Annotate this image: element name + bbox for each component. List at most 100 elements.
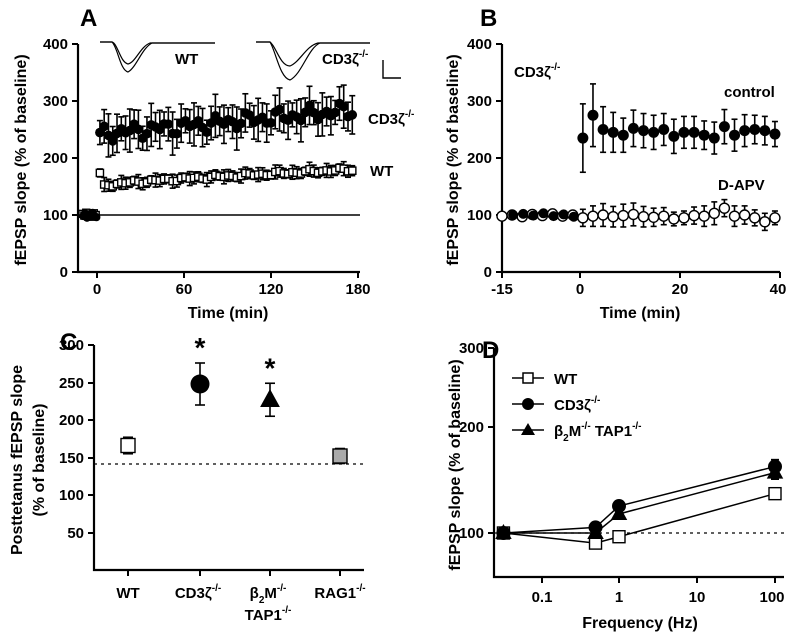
panel-b-ytick-label: 200 xyxy=(467,150,492,167)
panel-b-control-point xyxy=(638,125,650,137)
panel-b-control-point xyxy=(688,126,700,138)
panel-c-category-tap1: TAP1-/- xyxy=(245,605,292,624)
panel-c-point xyxy=(332,448,348,464)
panel-a-cd3-trace-ltp xyxy=(256,41,370,81)
panel-b-ytick-label: 0 xyxy=(484,264,492,281)
panel-c-category-rag1: RAG1-/- xyxy=(314,583,365,602)
panel-a-cd3-point xyxy=(99,121,109,132)
legend-b2m-marker xyxy=(521,423,535,435)
panel-b-control-point xyxy=(739,125,751,137)
panel-b-control-point xyxy=(749,124,761,135)
panel-b-dapv-point xyxy=(577,212,589,224)
panel-d-point xyxy=(495,524,512,539)
panel-d-xtick-label: 1 xyxy=(615,589,623,606)
panel-a-ytick-label: 400 xyxy=(43,36,68,53)
legend-wt-marker xyxy=(522,372,534,384)
panel-a-cd3-point xyxy=(347,110,358,120)
panel-a-cd3-trace-baseline xyxy=(256,41,370,67)
panel-b-control-point xyxy=(607,126,619,138)
panel-a-cd3-point xyxy=(163,119,174,129)
panel-d-xlabel: Frequency (Hz) xyxy=(582,615,698,632)
panel-a-wt-trace-baseline xyxy=(100,41,215,65)
panel-c: C 300 250 200 150 100 50 Posttetanus fEP… xyxy=(9,329,366,624)
panel-d-xtick-label: 100 xyxy=(759,589,784,606)
panel-a-axes xyxy=(76,44,360,274)
panel-b-dapv-point xyxy=(759,216,771,228)
panel-b-xlabel: Time (min) xyxy=(600,305,681,322)
panel-b-xtick-label: 0 xyxy=(576,281,584,298)
panel-b-ytick-label: 300 xyxy=(467,93,492,110)
panel-b-control-baseline-point xyxy=(528,210,539,221)
panel-b-dapv-point xyxy=(658,210,670,222)
legend-cd3-marker xyxy=(522,398,534,410)
panel-a-wt-series-label: WT xyxy=(370,163,393,180)
panel-a-points xyxy=(78,84,358,222)
panel-c-ytick-label: 200 xyxy=(59,412,84,429)
panel-b-ytick-label: 100 xyxy=(467,207,492,224)
panel-b-control-baseline-point xyxy=(538,208,549,219)
panel-c-category-cd3: CD3ζ-/- xyxy=(175,583,221,602)
panel-b-dapv-point xyxy=(698,210,710,222)
panel-a-wt-point xyxy=(347,166,357,175)
panel-a-ytick-label: 300 xyxy=(43,93,68,110)
panel-a-cd3-point xyxy=(107,136,118,146)
panel-c-axes xyxy=(92,345,364,572)
panel-b: B 400 300 200 100 0 -15 0 20 40 Time (mi… xyxy=(445,5,786,322)
panel-a-wt-point xyxy=(95,168,105,178)
panel-a-cd3-point xyxy=(206,118,216,128)
panel-b-control-point xyxy=(759,125,771,137)
panel-a-cd3-point xyxy=(330,107,340,118)
panel-b-control-baseline-point xyxy=(518,208,529,219)
panel-b-dapv-point xyxy=(678,212,690,224)
panel-d-xtick-label: 0.1 xyxy=(532,589,553,606)
panel-b-control-point xyxy=(597,124,609,135)
panel-d-series-line xyxy=(503,465,776,534)
panel-c-points: ** xyxy=(120,332,348,465)
panel-c-category-wt: WT xyxy=(116,585,139,602)
panel-b-dapv-label: D-APV xyxy=(718,177,765,194)
panel-a-ylabel: fEPSP slope (% of baseline) xyxy=(13,54,30,265)
panel-a-ytick-label: 100 xyxy=(43,207,68,224)
panel-b-dapv-point xyxy=(617,209,630,222)
panel-c-ylabel-line2: (% of baseline) xyxy=(31,404,48,517)
panel-d-series-line xyxy=(503,471,776,534)
panel-b-control-baseline-point xyxy=(558,209,569,220)
panel-a-scale-bar xyxy=(382,60,401,79)
panel-b-dapv-point xyxy=(496,210,508,222)
panel-b-dapv-point xyxy=(587,210,599,222)
panel-b-points xyxy=(496,83,781,232)
panel-c-ylabel-line1: Posttetanus fEPSP slope xyxy=(9,365,26,555)
panel-b-control-point xyxy=(587,109,599,121)
panel-b-xtick-label: 20 xyxy=(672,281,689,298)
panel-b-dapv-point xyxy=(708,207,720,219)
panel-c-label: C xyxy=(60,329,77,356)
panel-d-ytick-label: 300 xyxy=(459,340,484,357)
panel-d-legend: WT CD3ζ-/- β2M-/- TAP1-/- xyxy=(512,371,642,444)
panel-b-dapv-point xyxy=(728,210,741,222)
panel-b-dapv-point xyxy=(637,211,650,223)
panel-a-xtick-label: 120 xyxy=(258,281,283,298)
panel-b-xtick-label: 40 xyxy=(770,281,787,298)
panel-c-point xyxy=(190,374,210,394)
panel-b-dapv-point xyxy=(769,212,781,224)
panel-b-control-baseline-point xyxy=(548,211,559,222)
panel-d-axes xyxy=(492,348,784,579)
panel-c-significance-star: * xyxy=(265,352,276,383)
panel-c-ytick-label: 250 xyxy=(59,375,84,392)
panel-a-ytick-label: 0 xyxy=(60,264,68,281)
panel-d-ytick-label: 200 xyxy=(459,419,484,436)
panel-a-cd3-point xyxy=(304,100,315,111)
panel-d-xtick-label: 10 xyxy=(689,589,706,606)
panel-c-category-b2m: β2M-/- xyxy=(250,583,287,606)
panel-b-control-point xyxy=(648,126,660,138)
panel-b-dapv-point xyxy=(607,211,619,223)
panel-a-cd3-point xyxy=(338,101,349,112)
panel-a-cd3-series-label: CD3ζ-/- xyxy=(368,109,414,128)
panel-c-ytick-label: 100 xyxy=(59,487,84,504)
panel-c-ytick-label: 150 xyxy=(59,450,84,467)
panel-d-point xyxy=(612,530,626,544)
panel-a-cd3-point xyxy=(172,128,182,139)
panel-b-dapv-point xyxy=(749,212,761,224)
panel-b-control-point xyxy=(729,129,741,141)
